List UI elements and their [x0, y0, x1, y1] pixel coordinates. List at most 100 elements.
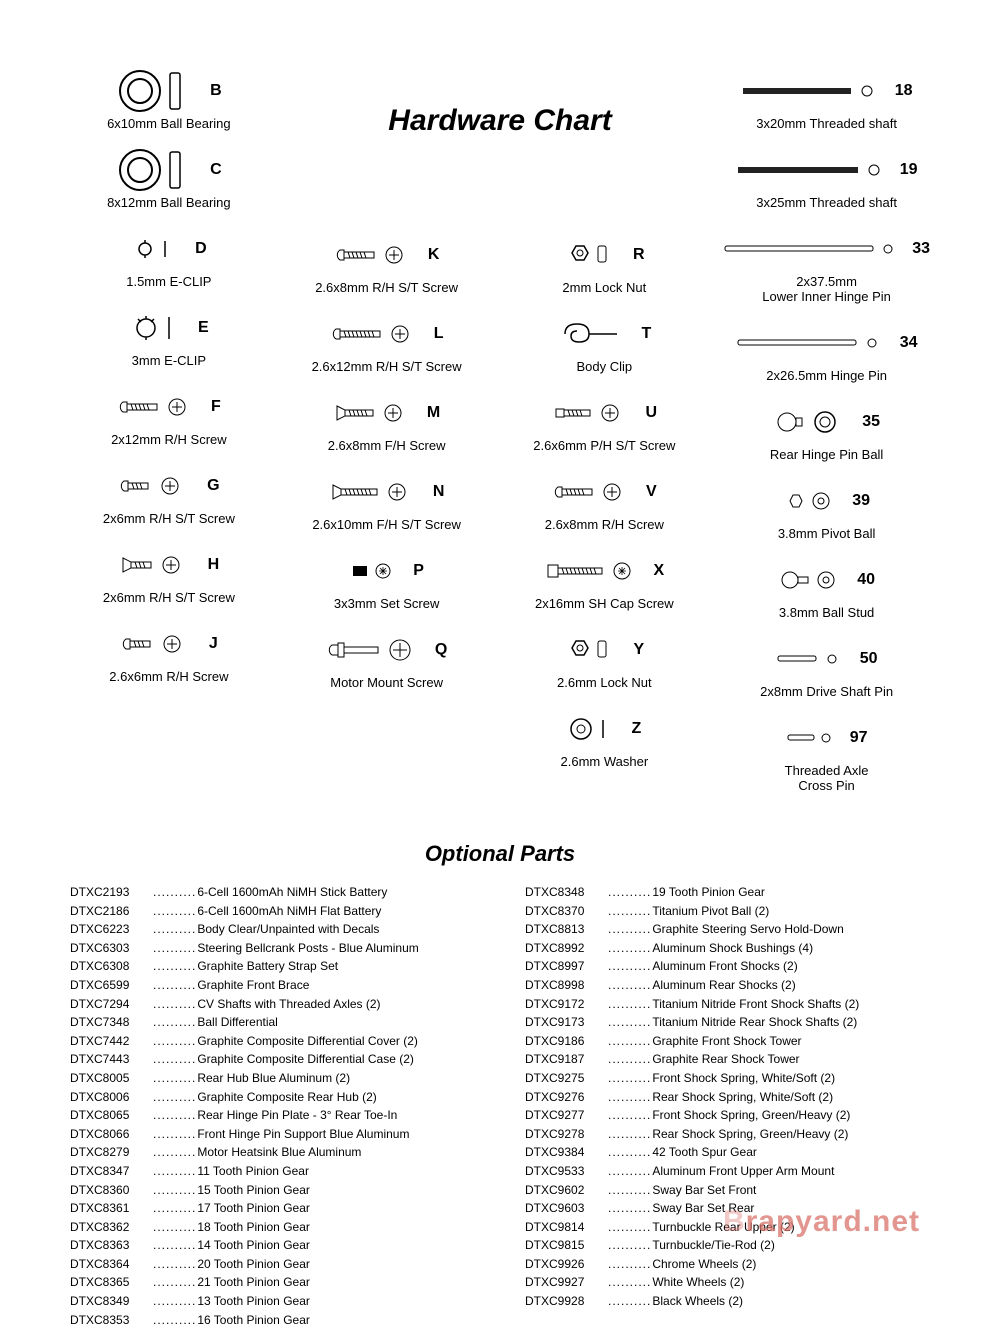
part-row: DTXC6223..........Body Clear/Unpainted w… [70, 920, 475, 939]
part-row: DTXC9533..........Aluminum Front Upper A… [525, 1162, 930, 1181]
part-dots: .......... [152, 1106, 197, 1125]
part-desc: Sway Bar Set Front [652, 1181, 756, 1200]
part-row: DTXC2193..........6-Cell 1600mAh NiMH St… [70, 883, 475, 902]
part-row: DTXC2186..........6-Cell 1600mAh NiMH Fl… [70, 902, 475, 921]
part-row: DTXC8360..........15 Tooth Pinion Gear [70, 1181, 475, 1200]
part-row: DTXC8365..........21 Tooth Pinion Gear [70, 1273, 475, 1292]
hw-icon-row: H [103, 544, 235, 586]
hw-icon-row: 34 [736, 322, 918, 364]
hw-item: P3x3mm Set Screw [334, 550, 439, 611]
part-row: DTXC8348..........19 Tooth Pinion Gear [525, 883, 930, 902]
hw-letter: V [646, 483, 657, 501]
hw-label: 2.6x10mm F/H S/T Screw [312, 517, 461, 532]
part-desc: Body Clear/Unpainted with Decals [197, 920, 379, 939]
hw-icon-row: 97 [785, 717, 869, 759]
part-desc: Aluminum Rear Shocks (2) [652, 976, 795, 995]
part-dots: .......... [607, 1032, 652, 1051]
part-code: DTXC8997 [525, 957, 607, 976]
hw-label: 2.6mm Washer [561, 754, 649, 769]
hw-letter: 33 [912, 240, 930, 258]
part-desc: 11 Tooth Pinion Gear [197, 1162, 309, 1181]
hw-letter: 40 [857, 571, 875, 589]
part-row: DTXC8363..........14 Tooth Pinion Gear [70, 1236, 475, 1255]
part-row: DTXC8353..........16 Tooth Pinion Gear [70, 1311, 475, 1329]
hw-icon-row: P [334, 550, 439, 592]
hw-item: 403.8mm Ball Stud [778, 559, 875, 620]
hw-label: 2.6mm Lock Nut [557, 675, 652, 690]
part-dots: .......... [152, 976, 197, 995]
hw-letter: P [413, 562, 424, 580]
hw-icon-row: Q [326, 629, 447, 671]
part-row: DTXC7442..........Graphite Composite Dif… [70, 1032, 475, 1051]
part-dots: .......... [152, 1311, 197, 1329]
part-dots: .......... [607, 1088, 652, 1107]
part-dots: .......... [607, 1218, 652, 1237]
part-code: DTXC8813 [525, 920, 607, 939]
part-row: DTXC8006..........Graphite Composite Rea… [70, 1088, 475, 1107]
part-dots: .......... [152, 995, 197, 1014]
hw-item: J2.6x6mm R/H Screw [109, 623, 228, 684]
part-code: DTXC6303 [70, 939, 152, 958]
hw-item: 35Rear Hinge Pin Ball [770, 401, 883, 462]
hw-label: Motor Mount Screw [326, 675, 447, 690]
part-dots: .......... [152, 1181, 197, 1200]
hw-letter: U [646, 404, 658, 422]
hw-icon-row: X [535, 550, 674, 592]
part-row: DTXC8349..........13 Tooth Pinion Gear [70, 1292, 475, 1311]
part-row: DTXC7348..........Ball Differential [70, 1013, 475, 1032]
part-dots: .......... [152, 1218, 197, 1237]
part-dots: .......... [607, 1199, 652, 1218]
part-desc: Titanium Nitride Front Shock Shafts (2) [652, 995, 859, 1014]
part-code: DTXC8349 [70, 1292, 152, 1311]
part-dots: .......... [607, 883, 652, 902]
hw-letter: Y [633, 641, 644, 659]
hw-item: E3mm E-CLIP [129, 307, 209, 368]
part-code: DTXC9533 [525, 1162, 607, 1181]
part-desc: Steering Bellcrank Posts - Blue Aluminum [197, 939, 418, 958]
part-desc: 14 Tooth Pinion Gear [197, 1236, 310, 1255]
hw-item: 342x26.5mm Hinge Pin [736, 322, 918, 383]
part-code: DTXC9927 [525, 1273, 607, 1292]
hw-letter: 50 [860, 650, 878, 668]
hw-item: Y 2.6mm Lock Nut [557, 629, 652, 690]
part-dots: .......... [607, 1050, 652, 1069]
part-dots: .......... [607, 1255, 652, 1274]
part-row: DTXC9926..........Chrome Wheels (2) [525, 1255, 930, 1274]
part-row: DTXC8362..........18 Tooth Pinion Gear [70, 1218, 475, 1237]
hw-label: 2x16mm SH Cap Screw [535, 596, 674, 611]
part-dots: .......... [152, 920, 197, 939]
part-desc: 18 Tooth Pinion Gear [197, 1218, 310, 1237]
hw-letter: D [195, 240, 207, 258]
part-row: DTXC9384..........42 Tooth Spur Gear [525, 1143, 930, 1162]
part-dots: .......... [607, 976, 652, 995]
part-row: DTXC8998..........Aluminum Rear Shocks (… [525, 976, 930, 995]
part-desc: White Wheels (2) [652, 1273, 744, 1292]
part-dots: .......... [607, 1162, 652, 1181]
hw-label: 2.6x6mm R/H Screw [109, 669, 228, 684]
part-dots: .......... [607, 1292, 652, 1311]
part-desc: Aluminum Front Shocks (2) [652, 957, 797, 976]
hw-item: B6x10mm Ball Bearing [107, 70, 231, 131]
part-desc: CV Shafts with Threaded Axles (2) [197, 995, 380, 1014]
hw-icon-row: L [312, 313, 462, 355]
part-desc: Graphite Composite Rear Hub (2) [197, 1088, 376, 1107]
part-code: DTXC9926 [525, 1255, 607, 1274]
part-row: DTXC9927..........White Wheels (2) [525, 1273, 930, 1292]
part-desc: Rear Hub Blue Aluminum (2) [197, 1069, 350, 1088]
part-desc: Ball Differential [197, 1013, 277, 1032]
hw-icon-row: K [315, 234, 458, 276]
part-row: DTXC9815..........Turnbuckle/Tie-Rod (2) [525, 1236, 930, 1255]
hw-column: B6x10mm Ball BearingC8x12mm Ball Bearing… [70, 70, 268, 811]
part-row: DTXC9276..........Rear Shock Spring, Whi… [525, 1088, 930, 1107]
part-row: DTXC8992..........Aluminum Shock Bushing… [525, 939, 930, 958]
part-row: DTXC9172..........Titanium Nitride Front… [525, 995, 930, 1014]
hw-letter: 19 [900, 161, 918, 179]
part-row: DTXC9186..........Graphite Front Shock T… [525, 1032, 930, 1051]
hw-label: 2.6x12mm R/H S/T Screw [312, 359, 462, 374]
hw-icon-row: R [562, 234, 646, 276]
part-desc: Black Wheels (2) [652, 1292, 743, 1311]
part-row: DTXC9278..........Rear Shock Spring, Gre… [525, 1125, 930, 1144]
part-row: DTXC9277..........Front Shock Spring, Gr… [525, 1106, 930, 1125]
hw-item: 393.8mm Pivot Ball [778, 480, 876, 541]
part-dots: .......... [152, 1032, 197, 1051]
